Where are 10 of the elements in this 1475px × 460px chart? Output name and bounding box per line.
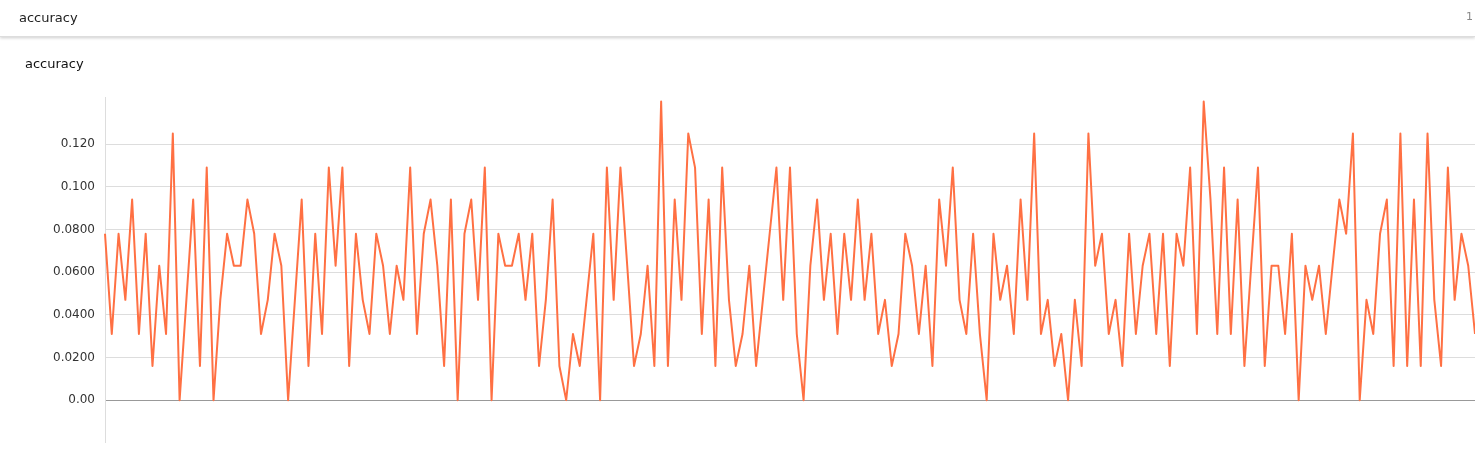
y-tick-label: 0.0400 bbox=[53, 306, 95, 321]
y-tick-label: 0.0800 bbox=[53, 221, 95, 236]
y-tick-label: 0.100 bbox=[60, 178, 95, 193]
chart-title: accuracy bbox=[25, 56, 84, 71]
text: 1 bbox=[1466, 10, 1473, 23]
y-tick-label: 0.0200 bbox=[53, 349, 95, 364]
text: accuracy bbox=[19, 10, 78, 25]
y-tick-label: 0.00 bbox=[68, 392, 95, 407]
y-tick-label: 0.0600 bbox=[53, 264, 95, 279]
y-tick-label: 0.120 bbox=[60, 136, 95, 151]
